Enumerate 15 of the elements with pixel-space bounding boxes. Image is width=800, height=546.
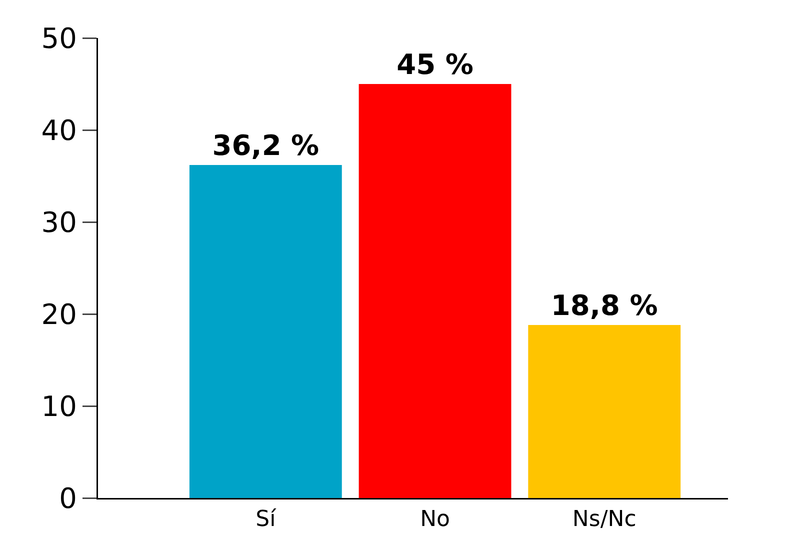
x-tick-label: Ns/Nc — [572, 506, 636, 532]
x-tick-label: No — [420, 506, 450, 532]
bar — [358, 84, 512, 498]
data-label: 18,8 % — [550, 289, 658, 322]
y-tick-label: 30 — [41, 206, 77, 239]
y-tick-label: 50 — [41, 22, 77, 55]
data-label: 36,2 % — [212, 128, 320, 162]
y-tick-label: 40 — [41, 114, 77, 147]
x-tick-label: Sí — [256, 506, 277, 532]
bar — [528, 325, 681, 498]
y-tick-label: 20 — [41, 298, 77, 331]
y-tick-label: 10 — [41, 390, 77, 423]
data-label: 45 % — [396, 48, 474, 81]
bar — [189, 164, 342, 498]
y-tick-label: 0 — [59, 482, 77, 515]
